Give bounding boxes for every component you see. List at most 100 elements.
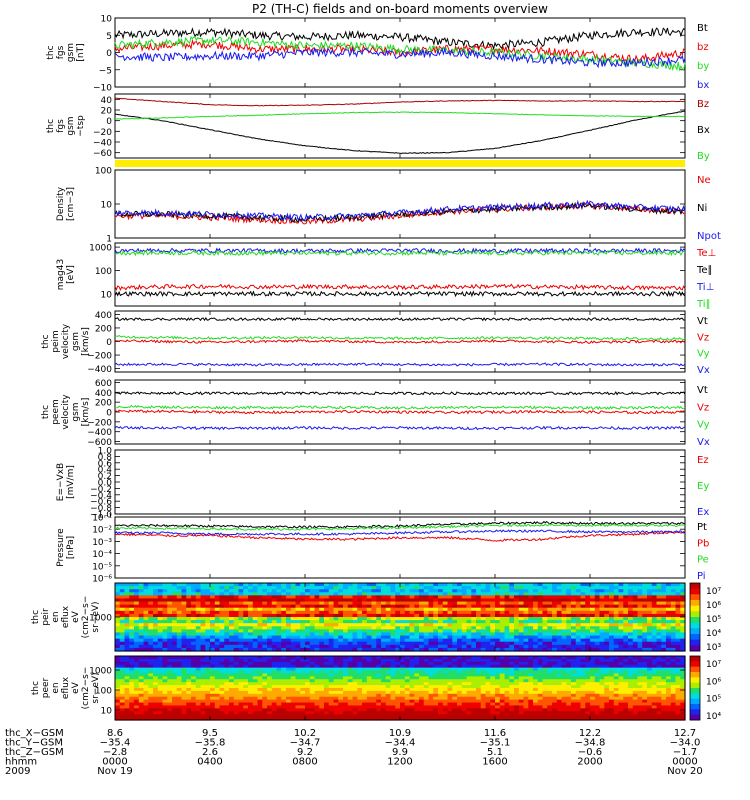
- spectrogram-cell: [651, 592, 658, 596]
- spectrogram-cell: [229, 644, 235, 649]
- spectrogram-cell: [115, 693, 121, 698]
- spectrogram-cell: [556, 613, 563, 618]
- spectrogram-cell: [442, 620, 449, 624]
- spectrogram-cell: [305, 592, 311, 596]
- spectrogram-cell: [533, 604, 539, 609]
- spectrogram-cell: [590, 601, 596, 606]
- spectrogram-cell: [457, 592, 463, 596]
- spectrogram-cell: [552, 690, 558, 695]
- spectrogram-cell: [252, 601, 259, 606]
- spectrogram-cell: [628, 617, 634, 621]
- spectrogram-cell: [661, 664, 667, 669]
- spectrogram-cell: [134, 595, 140, 600]
- spectrogram-cell: [157, 583, 164, 587]
- spectrogram-cell: [148, 647, 154, 652]
- spectrogram-cell: [257, 623, 263, 627]
- spectrogram-cell: [181, 679, 187, 683]
- spectrogram-cell: [224, 685, 230, 689]
- spectrogram-cell: [138, 638, 145, 643]
- spectrogram-cell: [257, 658, 263, 663]
- spectrogram-cell: [666, 623, 672, 627]
- spectrogram-cell: [438, 670, 444, 675]
- spectrogram-cell: [419, 667, 425, 672]
- spectrogram-cell: [599, 607, 605, 612]
- spectrogram-cell: [642, 667, 648, 672]
- spectrogram-cell: [590, 617, 596, 621]
- spectrogram-cell: [680, 632, 686, 637]
- spectrogram-cell: [176, 647, 183, 652]
- spectrogram-cell: [651, 664, 658, 669]
- spectrogram-cell: [210, 679, 216, 683]
- spectrogram-cell: [191, 699, 197, 704]
- spectrogram-cell: [191, 679, 197, 683]
- spectrogram-cell: [618, 644, 624, 649]
- spectrogram-cell: [191, 598, 197, 603]
- spectrogram-cell: [680, 685, 686, 689]
- spectrogram-cell: [447, 623, 453, 627]
- spectrogram-cell: [248, 693, 254, 698]
- spectrogram-cell: [485, 693, 491, 698]
- spectrogram-cell: [229, 699, 235, 704]
- spectrogram-cell: [637, 626, 643, 630]
- spectrogram-cell: [219, 641, 225, 646]
- spectrogram-cell: [324, 656, 330, 660]
- spectrogram-cell: [314, 620, 320, 624]
- spectrogram-cell: [385, 679, 392, 683]
- spectrogram-cell: [338, 696, 344, 701]
- spectrogram-cell: [371, 647, 377, 652]
- spectrogram-cell: [661, 629, 667, 634]
- spectrogram-cell: [575, 604, 582, 609]
- spectrogram-cell: [347, 635, 354, 640]
- spectrogram-cell: [499, 607, 506, 612]
- spectrogram-cell: [157, 699, 164, 704]
- spectrogram-cell: [262, 623, 268, 627]
- spectrogram-cell: [347, 598, 354, 603]
- spectrogram-cell: [176, 682, 183, 686]
- spectrogram-cell: [552, 638, 558, 643]
- spectrogram-cell: [518, 598, 525, 603]
- spectrogram-cell: [129, 610, 135, 615]
- spectrogram-cell: [172, 638, 178, 643]
- spectrogram-cell: [537, 647, 544, 652]
- spectrogram-cell: [594, 656, 601, 660]
- spectrogram-cell: [295, 688, 301, 692]
- spectrogram-cell: [547, 644, 553, 649]
- spectrogram-cell: [248, 620, 254, 624]
- spectrogram-cell: [680, 638, 686, 643]
- spectrogram-cell: [438, 635, 444, 640]
- spectrogram-cell: [528, 613, 534, 618]
- spectrogram-cell: [604, 623, 610, 627]
- spectrogram-cell: [200, 696, 206, 701]
- series-line: [114, 35, 686, 72]
- spectrogram-cell: [647, 641, 653, 646]
- spectrogram-cell: [210, 696, 216, 701]
- spectrogram-cell: [252, 673, 259, 677]
- y-tick-label: −0.4: [90, 491, 112, 501]
- spectrogram-cell: [395, 696, 401, 701]
- spectrogram-cell: [409, 644, 415, 649]
- y-axis-label: gsm: [66, 116, 76, 135]
- spectrogram-cell: [675, 638, 681, 643]
- spectrogram-cell: [452, 595, 458, 600]
- spectrogram-cell: [200, 685, 206, 689]
- spectrogram-cell: [675, 696, 681, 701]
- spectrogram-cell: [233, 583, 240, 587]
- spectrogram-cell: [428, 670, 434, 675]
- spectrogram-cell: [438, 696, 444, 701]
- y-tick-label: 0: [106, 49, 112, 59]
- spectrogram-cell: [670, 592, 677, 596]
- spectrogram-cell: [267, 617, 273, 621]
- spectrogram-cell: [514, 592, 520, 596]
- series-line: [114, 27, 686, 51]
- spectrogram-cell: [623, 638, 629, 643]
- spectrogram-cell: [395, 644, 401, 649]
- spectrogram-cell: [343, 690, 349, 695]
- spectrogram-cell: [248, 661, 254, 666]
- spectrogram-cell: [447, 632, 453, 637]
- spectrogram-cell: [480, 679, 487, 683]
- spectrogram-cell: [566, 586, 572, 590]
- spectrogram-cell: [523, 667, 529, 672]
- spectrogram-cell: [537, 617, 544, 621]
- spectrogram-cell: [518, 604, 525, 609]
- spectrogram-cell: [262, 632, 268, 637]
